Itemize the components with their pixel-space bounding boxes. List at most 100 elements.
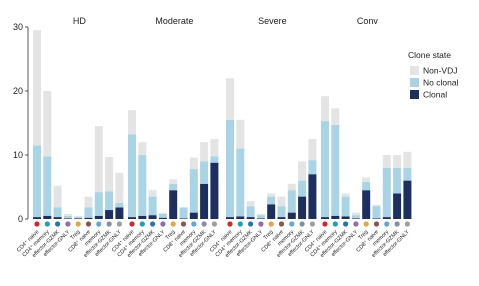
bar-segment xyxy=(63,213,72,216)
bar-segment xyxy=(169,190,178,219)
bar-segment xyxy=(84,207,93,218)
bar-segment xyxy=(74,218,83,219)
bar-segment xyxy=(33,30,41,146)
bar-segment xyxy=(128,110,136,135)
category-dot xyxy=(404,221,410,227)
category-dot xyxy=(268,221,274,227)
bar-segment xyxy=(43,215,52,219)
category-dot xyxy=(160,221,166,227)
bar-segment xyxy=(331,215,340,219)
panel-title: Severe xyxy=(258,16,287,26)
category-dot xyxy=(343,221,349,227)
bar-segment xyxy=(321,121,329,218)
bar-segment xyxy=(158,213,167,218)
bar-segment xyxy=(53,217,62,219)
bar-segment xyxy=(267,204,276,219)
bar-segment xyxy=(287,190,296,213)
category-dot xyxy=(278,221,285,227)
bar-segment xyxy=(236,119,245,149)
category-dot xyxy=(129,221,135,227)
bar-segment xyxy=(267,196,276,205)
bar-segment xyxy=(256,213,265,216)
bar-segment xyxy=(115,207,124,219)
bar-segment xyxy=(393,193,402,219)
bar-segment xyxy=(84,217,93,219)
bar-segment xyxy=(341,196,350,217)
bar-segment xyxy=(382,217,391,219)
bar-segment xyxy=(84,196,93,208)
bar-segment xyxy=(138,155,147,216)
bar-segment xyxy=(63,218,72,219)
bar-segment xyxy=(287,212,296,219)
bar-segment xyxy=(148,215,157,219)
bar-segment xyxy=(331,108,340,125)
y-tick-label: 0 xyxy=(18,214,23,224)
bar-segment xyxy=(33,145,41,218)
bar-segment xyxy=(298,180,307,197)
legend-swatch xyxy=(410,66,419,75)
bar-segment xyxy=(179,207,188,219)
category-dot xyxy=(116,221,122,227)
bar-segment xyxy=(351,215,360,219)
bar-segment xyxy=(115,172,124,203)
category-dot xyxy=(363,221,369,227)
category-dot xyxy=(65,221,71,227)
legend-label: Clonal xyxy=(423,90,447,100)
category-dot xyxy=(191,221,197,227)
legend-label: Non-VDJ xyxy=(423,66,457,76)
category-dot xyxy=(258,221,264,227)
bar-segment xyxy=(308,139,317,161)
bar-segment xyxy=(362,181,371,191)
category-dot xyxy=(44,221,50,227)
category-dot xyxy=(353,221,359,227)
bar-segment xyxy=(94,192,103,216)
bar-segment xyxy=(105,191,114,211)
bar-segment xyxy=(362,177,371,182)
bar-segment xyxy=(298,161,307,181)
category-dot xyxy=(394,221,400,227)
bar-segment xyxy=(331,124,340,216)
category-dot xyxy=(373,221,380,227)
bar-segment xyxy=(74,217,83,219)
bar-segment xyxy=(158,217,167,219)
bar-segment xyxy=(393,167,402,194)
bar-segment xyxy=(321,96,329,122)
bar-segment xyxy=(158,212,167,214)
category-dot xyxy=(309,221,315,227)
bar-segment xyxy=(246,217,255,219)
bar-segment xyxy=(200,142,209,162)
bar-segment xyxy=(189,157,198,170)
bar-segment xyxy=(236,216,245,219)
bar-segment xyxy=(308,160,317,175)
category-dot xyxy=(227,221,233,227)
bar-segment xyxy=(372,218,381,219)
bar-segment xyxy=(115,203,124,208)
category-dot xyxy=(170,221,176,227)
category-dot xyxy=(55,221,61,227)
category-dot xyxy=(248,221,254,227)
category-dot xyxy=(96,221,102,227)
bar-segment xyxy=(246,201,255,207)
bar-segment xyxy=(341,193,350,197)
bar-segment xyxy=(105,156,114,192)
bar-segment xyxy=(277,196,286,207)
bar-segment xyxy=(351,212,360,216)
bar-segment xyxy=(382,155,391,168)
bar-segment xyxy=(189,169,198,213)
bar-segment xyxy=(105,210,114,219)
panel-title: Moderate xyxy=(155,16,193,26)
bar-segment xyxy=(236,148,245,217)
bar-segment xyxy=(74,215,83,218)
bar-segment xyxy=(210,139,219,157)
bar-segment xyxy=(298,196,307,219)
bar-segment xyxy=(308,174,317,219)
bar-segment xyxy=(226,78,234,120)
bar-segment xyxy=(372,206,381,219)
bar-segment xyxy=(403,180,412,219)
category-dot xyxy=(237,221,243,227)
category-dot xyxy=(201,221,207,227)
category-dot xyxy=(322,221,328,227)
bar-segment xyxy=(138,215,147,219)
legend-title: Clone state xyxy=(408,50,451,60)
bar-segment xyxy=(362,190,371,219)
